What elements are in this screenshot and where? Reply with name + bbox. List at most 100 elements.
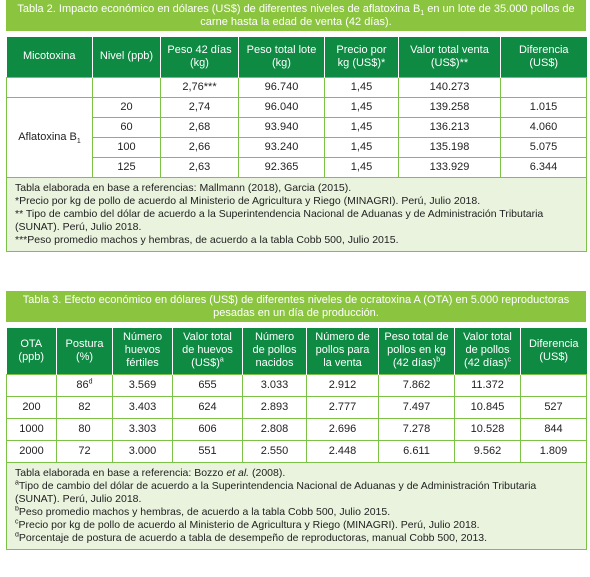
- table3-header-huevos: Número huevos fértiles: [113, 328, 173, 374]
- table3-header-nacidos: Número de pollos nacidos: [243, 328, 307, 374]
- table3-notes: Tabla elaborada en base a referencia: Bo…: [7, 462, 587, 549]
- table-cell: 551: [173, 440, 243, 462]
- table-cell: 136.213: [399, 117, 501, 137]
- table2-header-diferencia: Diferencia (US$): [501, 37, 587, 77]
- table-cell: 7.278: [379, 418, 455, 440]
- table-cell: 9.562: [455, 440, 521, 462]
- table-cell: 133.929: [399, 157, 501, 177]
- table-cell: 6.611: [379, 440, 455, 462]
- table-cell: 2,66: [161, 137, 239, 157]
- table-cell: 7.862: [379, 374, 455, 396]
- table-cell: 2,63: [161, 157, 239, 177]
- table2-block: Tabla 2. Impacto económico en dólares (U…: [6, 0, 586, 252]
- table-cell: 93.940: [239, 117, 325, 137]
- table-cell: 3.403: [113, 396, 173, 418]
- table3: OTA (ppb) Postura (%) Número huevos fért…: [6, 328, 587, 550]
- table-cell: 60: [93, 117, 161, 137]
- table2-caption: Tabla 2. Impacto económico en dólares (U…: [6, 0, 586, 31]
- table-cell: 527: [521, 396, 587, 418]
- table-cell: 2.893: [243, 396, 307, 418]
- table-cell: 2,74: [161, 97, 239, 117]
- table-cell: 96.740: [239, 77, 325, 97]
- table-cell: 1,45: [325, 77, 399, 97]
- table-cell: 2.808: [243, 418, 307, 440]
- table-cell: 2.448: [307, 440, 379, 462]
- table-cell: 20: [93, 97, 161, 117]
- table-cell: 125: [93, 157, 161, 177]
- table-cell: 1000: [7, 418, 57, 440]
- table3-header-peso-total: Peso total de pollos en kg (42 días)b: [379, 328, 455, 374]
- table3-header-row: OTA (ppb) Postura (%) Número huevos fért…: [7, 328, 587, 374]
- table2-header-valor-total: Valor total venta (US$)**: [399, 37, 501, 77]
- table-cell: 1.015: [501, 97, 587, 117]
- table-cell: 92.365: [239, 157, 325, 177]
- table-cell: 72: [57, 440, 113, 462]
- table2-note: ***Peso promedio machos y hembras, de ac…: [15, 234, 578, 247]
- table-cell: 5.075: [501, 137, 587, 157]
- table-cell: 606: [173, 418, 243, 440]
- table2-header-peso: Peso 42 días (kg): [161, 37, 239, 77]
- table-row: 1000 80 3.303 606 2.808 2.696 7.278 10.5…: [7, 418, 587, 440]
- table-cell: 140.273: [399, 77, 501, 97]
- table-cell: 624: [173, 396, 243, 418]
- table-cell: 10.845: [455, 396, 521, 418]
- table-cell: 11.372: [455, 374, 521, 396]
- table-row: 2,76*** 96.740 1,45 140.273: [7, 77, 587, 97]
- table3-header-ota: OTA (ppb): [7, 328, 57, 374]
- table3-note: (SUNAT). Perú, Julio 2018.: [15, 493, 578, 506]
- table-cell: 1,45: [325, 117, 399, 137]
- table3-header-valor-pollos: Valor total de pollos (42 días)c: [455, 328, 521, 374]
- table2-header-peso-total: Peso total lote (kg): [239, 37, 325, 77]
- table-row: 100 2,66 93.240 1,45 135.198 5.075: [7, 137, 587, 157]
- table3-caption-line1: Tabla 3. Efecto económico en dólares (US…: [14, 294, 578, 307]
- table3-note: aTipo de cambio del dólar de acuerdo a l…: [15, 480, 578, 493]
- table2-header-nivel: Nivel (ppb): [93, 37, 161, 77]
- table-cell: 844: [521, 418, 587, 440]
- table-cell: 10.528: [455, 418, 521, 440]
- table-cell: 3.000: [113, 440, 173, 462]
- table2-note: *Precio por kg de pollo de acuerdo al Mi…: [15, 195, 578, 208]
- table2-note: Tabla elaborada en base a referencias: M…: [15, 182, 578, 195]
- table2-caption-line2: carne hasta la edad de venta (42 días).: [14, 16, 578, 29]
- table-cell: 1,45: [325, 97, 399, 117]
- table-cell: 4.060: [501, 117, 587, 137]
- table3-header-diferencia: Diferencia (US$): [521, 328, 587, 374]
- table-cell: 93.240: [239, 137, 325, 157]
- table2-note: (SUNAT). Perú, Julio 2018.: [15, 221, 578, 234]
- table3-note: dPorcentaje de postura de acuerdo a tabl…: [15, 532, 578, 545]
- table-cell: 2.912: [307, 374, 379, 396]
- table2-header-precio: Precio por kg (US$)*: [325, 37, 399, 77]
- table3-note: bPeso promedio machos y hembras, de acue…: [15, 506, 578, 519]
- table3-notes-row: Tabla elaborada en base a referencia: Bo…: [7, 462, 587, 549]
- table2-notes: Tabla elaborada en base a referencias: M…: [7, 177, 587, 251]
- table-row: 200 82 3.403 624 2.893 2.777 7.497 10.84…: [7, 396, 587, 418]
- table-cell: 3.569: [113, 374, 173, 396]
- table-cell: 100: [93, 137, 161, 157]
- table-cell: 655: [173, 374, 243, 396]
- table-cell: 82: [57, 396, 113, 418]
- table-cell: 3.033: [243, 374, 307, 396]
- table3-note: cPrecio por kg de pollo de acuerdo al Mi…: [15, 519, 578, 532]
- table-cell: 7.497: [379, 396, 455, 418]
- table-cell: 80: [57, 418, 113, 440]
- table-cell: 1.809: [521, 440, 587, 462]
- table-cell: 86d: [57, 374, 113, 396]
- table-row: 125 2,63 92.365 1,45 133.929 6.344: [7, 157, 587, 177]
- table-row: 2000 72 3.000 551 2.550 2.448 6.611 9.56…: [7, 440, 587, 462]
- table3-block: Tabla 3. Efecto económico en dólares (US…: [6, 291, 586, 550]
- table3-note: Tabla elaborada en base a referencia: Bo…: [15, 467, 578, 480]
- table-cell: 2.696: [307, 418, 379, 440]
- table2-notes-row: Tabla elaborada en base a referencias: M…: [7, 177, 587, 251]
- table2-caption-line1-tail: en un lote de 35.000 pollos de: [424, 3, 574, 15]
- table2-row-label: Aflatoxina B1: [7, 97, 93, 177]
- table2: Micotoxina Nivel (ppb) Peso 42 días (kg)…: [6, 37, 587, 252]
- table3-caption: Tabla 3. Efecto económico en dólares (US…: [6, 291, 586, 322]
- table-cell: 2,68: [161, 117, 239, 137]
- table-cell: 2000: [7, 440, 57, 462]
- table3-header-postura: Postura (%): [57, 328, 113, 374]
- table-cell: 1,45: [325, 157, 399, 177]
- table-cell: 1,45: [325, 137, 399, 157]
- table-cell: 200: [7, 396, 57, 418]
- table-cell: 135.198: [399, 137, 501, 157]
- table3-header-venta: Número de pollos para la venta: [307, 328, 379, 374]
